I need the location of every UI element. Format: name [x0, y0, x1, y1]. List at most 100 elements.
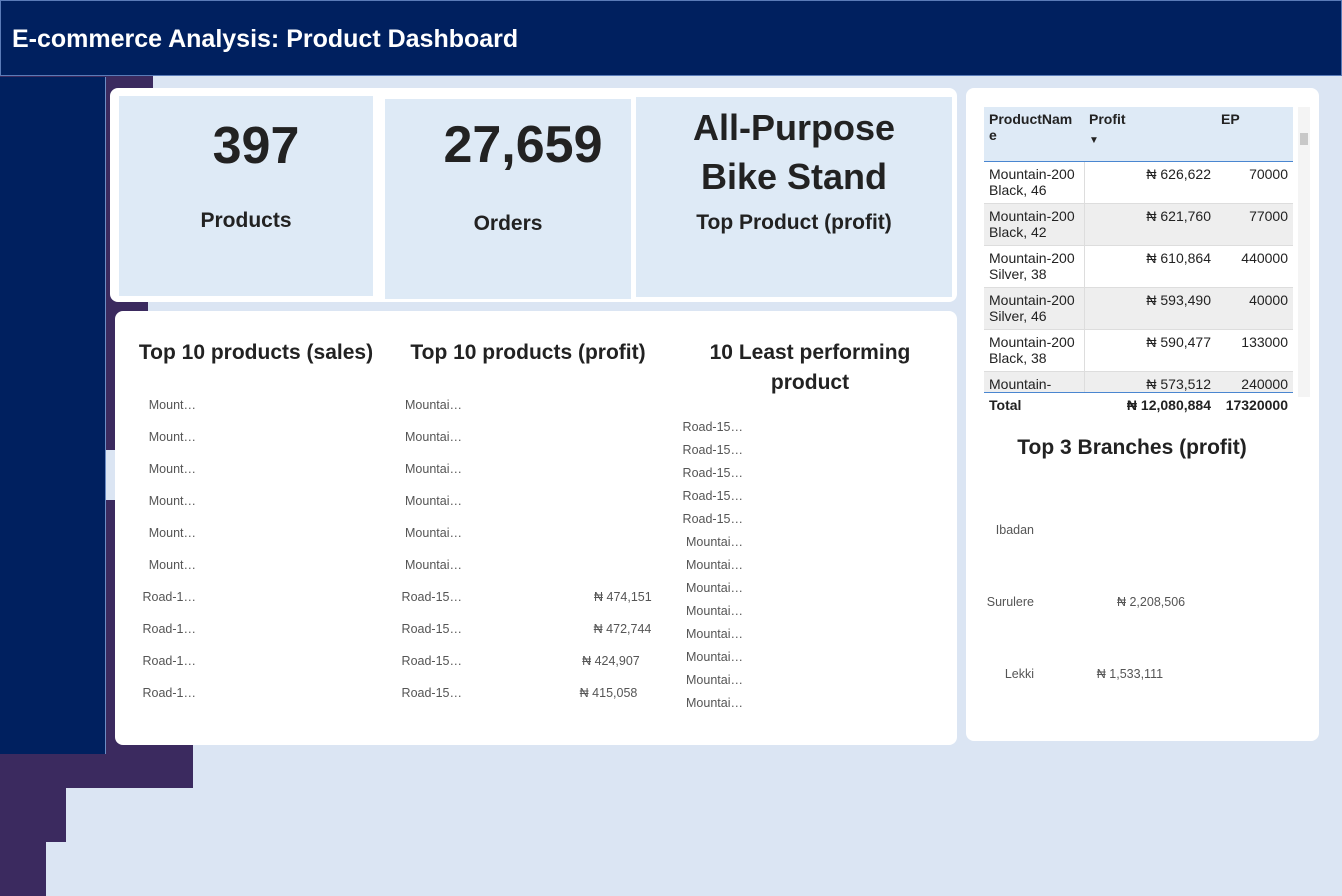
- category-label: Road-15…: [682, 466, 743, 480]
- value-label: ₦ 3,400: [866, 581, 911, 595]
- value-label: ₦ 1,363,142: [289, 429, 358, 444]
- table-cell: 240000: [1241, 376, 1288, 392]
- category-label: Road-1…: [142, 653, 197, 668]
- value-label: ₦ 3,578: [875, 489, 919, 503]
- table-total: Total ₦ 12,080,884 17320000: [984, 391, 1293, 417]
- table-cell: 77000: [1249, 208, 1288, 224]
- table-cell: Mountain-200 Silver, 46: [984, 287, 1085, 330]
- category-label: Mountai…: [405, 461, 462, 476]
- category-label: Mountai…: [686, 673, 743, 687]
- table-cell: 440000: [1241, 250, 1288, 266]
- card-value: 27,659: [443, 116, 603, 174]
- category-label: Road-1…: [142, 685, 197, 700]
- category-label: Mountai…: [686, 581, 743, 595]
- table-row: Mountain- ₦ 573,512 240000: [984, 371, 1293, 392]
- category-label: Road-15…: [401, 589, 462, 604]
- category-label: Road-15…: [401, 621, 462, 636]
- table-total-cell: 17320000: [1225, 396, 1288, 413]
- category-label: Mount…: [148, 397, 196, 412]
- value-label: ₦ 1,257,435: [277, 557, 346, 572]
- table-cell: 40000: [1249, 292, 1288, 308]
- table-total-cell: ₦ 12,080,884: [1126, 396, 1211, 413]
- card: 27,659 Orders: [385, 99, 631, 299]
- category-label: Mountai…: [686, 650, 743, 664]
- table-cell: Mountain-200 Black, 46: [984, 161, 1085, 204]
- value-label: ₦ 593,490: [550, 493, 608, 508]
- table-cell: ₦ 573,512: [1146, 376, 1211, 392]
- charts-panel: [115, 311, 957, 745]
- card-label: Top Product (profit): [696, 211, 892, 234]
- card: All-Purpose Bike Stand Top Product (prof…: [636, 97, 952, 297]
- value-label: ₦ 474,151: [594, 589, 652, 604]
- table-cell: 133000: [1241, 334, 1288, 350]
- table-row: Mountain-200 Black, 38 ₦ 590,477 133000: [984, 329, 1293, 372]
- category-label: Road-15…: [682, 443, 743, 457]
- table-row: Mountain-200 Black, 42 ₦ 621,760 77000: [984, 203, 1293, 246]
- table-total-cell: Total: [989, 396, 1022, 413]
- table-row: Mountain-200 Silver, 38 ₦ 610,864 440000: [984, 245, 1293, 288]
- category-label: Mount…: [148, 429, 196, 444]
- scrollbar[interactable]: [1298, 107, 1310, 397]
- value-label: ₦ 3,375: [865, 673, 910, 687]
- category-label: Mountai…: [405, 397, 462, 412]
- bar: [0, 788, 66, 842]
- value-label: ₦ 621,760: [557, 429, 615, 444]
- value-label: ₦ 472,744: [593, 621, 652, 636]
- value-label: ₦ 1,301,100: [282, 493, 351, 508]
- chart-title: Top 10 products (profit): [410, 341, 646, 364]
- value-label: ₦ 2,208,506: [1116, 595, 1186, 609]
- category-label: Road-15…: [682, 512, 743, 526]
- bar: [0, 842, 46, 896]
- table-wrap: ProductName Profit ▼ EP Mountain-200 Black,…: [984, 107, 1310, 417]
- value-label: ₦ 3,375: [865, 650, 910, 664]
- value-label: ₦ 1,373,470: [290, 397, 359, 412]
- column-header: ProductName: [984, 107, 1084, 162]
- value-label: ₦ 1,080,638: [256, 653, 325, 668]
- category-label: Mount…: [148, 557, 196, 572]
- card-label: Orders: [473, 212, 543, 235]
- value-label: ₦ 424,907: [582, 653, 640, 668]
- category-label: Road-15…: [401, 685, 462, 700]
- category-label: Mountai…: [686, 696, 743, 710]
- category-label: Road-15…: [682, 420, 743, 434]
- sort-arrow: ▼: [1089, 135, 1099, 146]
- card: 397 Products: [119, 96, 373, 296]
- value-label: ₦ 3,375: [865, 696, 910, 710]
- category-label: Surulere: [986, 595, 1034, 609]
- card-label: Products: [200, 209, 292, 232]
- category-label: Mountai…: [405, 557, 462, 572]
- value-label: ₦ 590,477: [549, 525, 608, 540]
- table: ProductName Profit ▼ EP: [984, 107, 1293, 162]
- category-label: Lekki: [1004, 667, 1034, 681]
- category-label: Mount…: [148, 461, 196, 476]
- table-cell: Mountain-200 Black, 38: [984, 329, 1085, 372]
- value-label: ₦ 1,339,463: [286, 461, 355, 476]
- card-value: All-Purpose Bike Stand: [692, 107, 896, 197]
- value-label: ₦ 1,055,590: [253, 685, 322, 700]
- table-cell: Mountain-200 Black, 42: [984, 203, 1085, 246]
- value-label: ₦ 3,578: [875, 443, 919, 457]
- scroll-thumb[interactable]: [1300, 133, 1308, 145]
- category-label: Mountai…: [686, 535, 743, 549]
- value-label: ₦ 626,622: [558, 397, 616, 412]
- header: E-commerce Analysis: Product Dashboard: [0, 0, 1342, 76]
- chart-title: Top 3 Branches (profit): [1017, 436, 1247, 459]
- column-header: Profit ▼: [1084, 107, 1216, 162]
- value-label: ₦ 3,400: [866, 604, 911, 618]
- table-cell: Mountain-200 Silver, 38: [984, 245, 1085, 288]
- value-label: ₦ 3,578: [875, 466, 919, 480]
- table-row: Mountain-200 Silver, 46 ₦ 593,490 40000: [984, 287, 1293, 330]
- category-label: Mountai…: [686, 604, 743, 618]
- value-label: ₦ 573,512: [545, 557, 604, 572]
- table-cell: ₦ 610,864: [1146, 250, 1211, 266]
- chart-title: Top 10 products (sales): [138, 341, 374, 364]
- category-label: Mount…: [148, 493, 196, 508]
- value-label: ₦ 1,205,877: [271, 589, 340, 604]
- value-label: ₦ 415,058: [579, 685, 638, 700]
- table-body: Mountain-200 Black, 46 ₦ 626,622 70000 Moun…: [984, 161, 1294, 392]
- category-label: Ibadan: [995, 523, 1034, 537]
- value-label: ₦ 1,202,299: [270, 621, 339, 636]
- category-label: Road-1…: [142, 621, 197, 636]
- total-row: Total ₦ 12,080,884 17320000: [984, 392, 1293, 417]
